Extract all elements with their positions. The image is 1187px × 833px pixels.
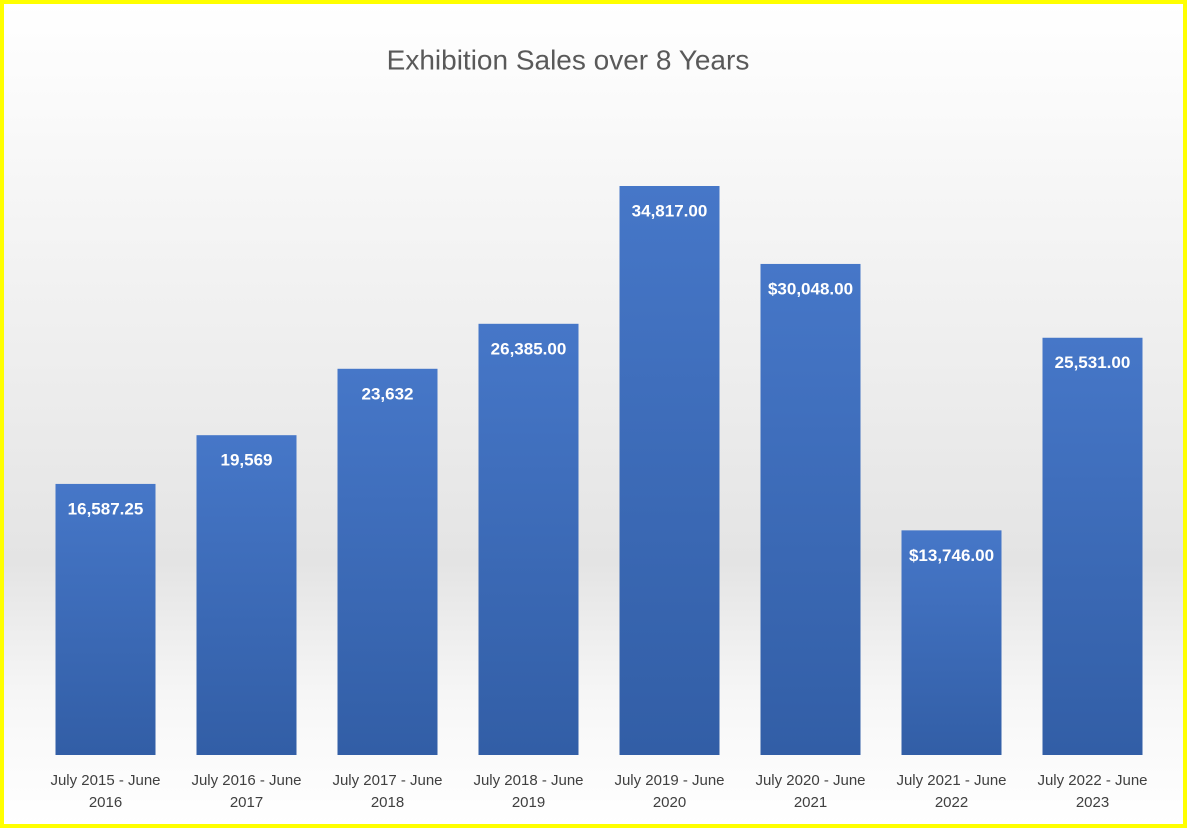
data-label: 16,587.25: [68, 499, 144, 518]
x-tick-label: July 2016 - June 2017: [191, 772, 301, 811]
x-tick-label-line: 2021: [794, 794, 827, 811]
data-label: 26,385.00: [491, 339, 567, 358]
x-tick-label-line: July 2018 - June: [473, 772, 583, 789]
bar: [1042, 337, 1143, 755]
bar: [337, 368, 438, 755]
data-label: 25,531.00: [1055, 353, 1131, 372]
x-tick-label-line: July 2021 - June: [896, 772, 1006, 789]
x-tick-label-line: 2017: [230, 794, 263, 811]
x-tick-label: July 2019 - June 2020: [614, 772, 724, 811]
x-tick-label-line: July 2015 - June: [50, 772, 160, 789]
x-tick-label-line: 2020: [653, 794, 686, 811]
bar: [619, 186, 720, 755]
x-tick-label-line: July 2017 - June: [332, 772, 442, 789]
bar: [760, 263, 861, 755]
bar: [478, 323, 579, 755]
x-tick-label: July 2017 - June 2018: [332, 772, 442, 811]
x-tick-label-line: July 2022 - June: [1037, 772, 1147, 789]
data-label: $13,746.00: [909, 546, 994, 565]
x-tick-label: July 2018 - June 2019: [473, 772, 583, 811]
data-label: 34,817.00: [632, 201, 708, 220]
data-label: $30,048.00: [768, 279, 853, 298]
x-tick-label-line: July 2019 - June: [614, 772, 724, 789]
x-tick-label-line: 2022: [935, 794, 968, 811]
data-label: 23,632: [362, 384, 414, 403]
bar: [55, 483, 156, 755]
x-tick-label: July 2015 - June 2016: [50, 772, 160, 811]
x-tick-label-line: 2023: [1076, 794, 1109, 811]
chart-title: Exhibition Sales over 8 Years: [387, 44, 750, 75]
x-tick-label-line: 2016: [89, 794, 122, 811]
bar: [196, 435, 297, 755]
x-tick-label-line: 2019: [512, 794, 545, 811]
x-tick-label-line: July 2020 - June: [755, 772, 865, 789]
x-tick-label-line: 2018: [371, 794, 404, 811]
x-tick-label: July 2020 - June 2021: [755, 772, 865, 811]
x-tick-label: July 2022 - June 2023: [1037, 772, 1147, 811]
data-label: 19,569: [221, 451, 273, 470]
x-tick-label: July 2021 - June 2022: [896, 772, 1006, 811]
x-tick-label-line: July 2016 - June: [191, 772, 301, 789]
bar: [901, 530, 1002, 755]
